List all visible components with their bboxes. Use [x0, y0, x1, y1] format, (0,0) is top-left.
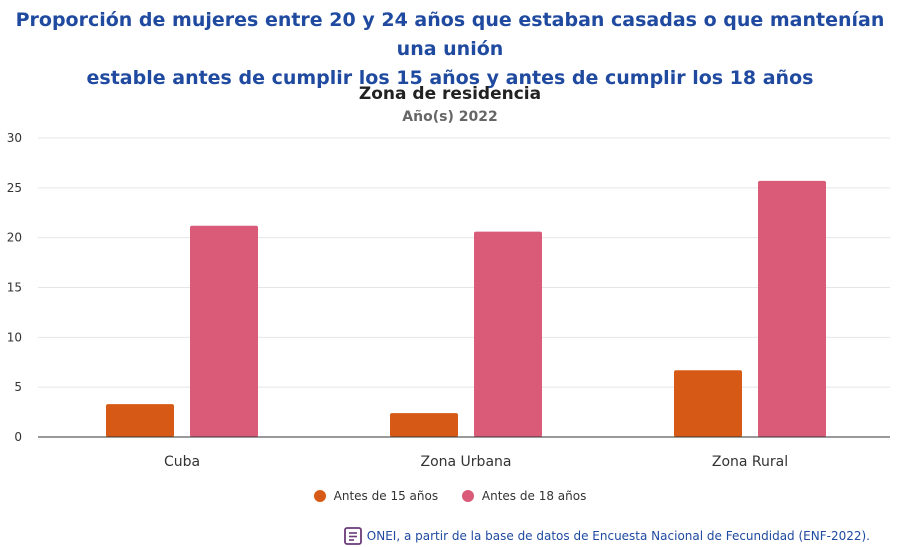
bar-antes-15-2[interactable] — [674, 370, 742, 437]
x-tick-label: Zona Rural — [712, 454, 788, 470]
page-title-line1: Proporción de mujeres entre 20 y 24 años… — [15, 9, 885, 60]
page-title: Proporción de mujeres entre 20 y 24 años… — [0, 6, 900, 93]
grid-lines — [38, 137, 890, 388]
legend-item-antes-18[interactable]: Antes de 18 años — [461, 489, 587, 503]
bar-antes-15-0[interactable] — [106, 404, 174, 437]
y-tick-label: 10 — [7, 330, 22, 344]
x-tick-label: Cuba — [164, 454, 200, 470]
document-icon — [343, 527, 362, 545]
chart-subtitle: Año(s) 2022 — [402, 109, 498, 125]
y-tick-label: 30 — [7, 131, 22, 145]
legend-label-antes-15: Antes de 15 años — [333, 489, 439, 503]
y-tick-label: 0 — [14, 430, 22, 444]
legend-dot-icon — [461, 490, 474, 502]
legend: Antes de 15 años Antes de 18 años — [0, 489, 900, 505]
source-text: ONEI, a partir de la base de datos de En… — [366, 529, 870, 543]
chart-title: Zona de residencia — [358, 84, 542, 104]
legend-item-antes-15[interactable]: Antes de 15 años — [313, 489, 439, 503]
bar-antes-18-2[interactable] — [758, 180, 826, 437]
x-axis-ticks: Cuba Zona Urbana Zona Rural — [164, 454, 788, 470]
source-credit[interactable]: ONEI, a partir de la base de datos de En… — [343, 526, 870, 546]
y-tick-label: 25 — [7, 181, 22, 195]
bar-antes-18-1[interactable] — [474, 231, 542, 437]
page-title-line2: estable antes de cumplir los 15 años y a… — [86, 67, 814, 89]
y-tick-label: 5 — [14, 380, 22, 394]
legend-label-antes-18: Antes de 18 años — [481, 489, 587, 503]
bars — [106, 180, 826, 437]
y-tick-label: 20 — [7, 231, 22, 245]
bar-antes-15-1[interactable] — [390, 413, 458, 437]
x-tick-label: Zona Urbana — [421, 454, 512, 470]
y-tick-label: 15 — [7, 281, 22, 295]
y-axis-ticks: 0 5 10 15 20 25 30 — [7, 131, 22, 444]
legend-dot-icon — [313, 490, 326, 502]
bar-antes-18-0[interactable] — [190, 225, 258, 437]
